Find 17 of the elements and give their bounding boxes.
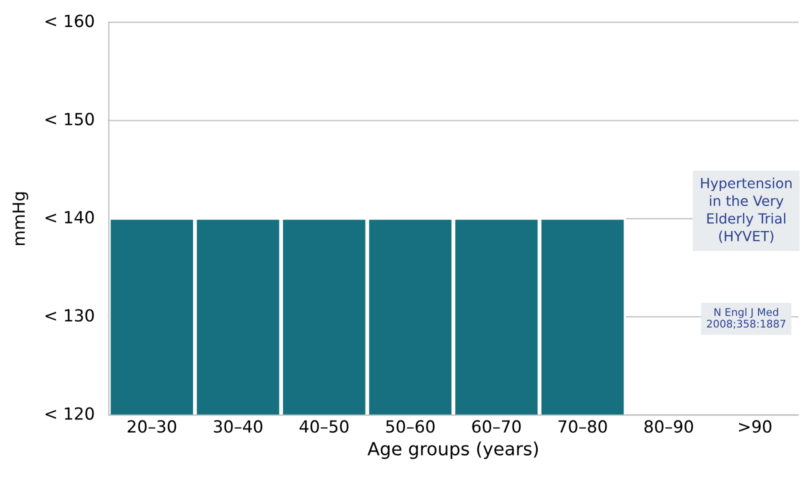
y-axis-title: mmHg — [12, 192, 28, 245]
ref-line-label: < 140 — [46, 210, 94, 224]
annotation: N Engl J Med 2008;358:1887 — [707, 308, 786, 329]
x-tick-label: 30–40 — [214, 420, 262, 433]
ref-line-label: < 130 — [46, 309, 94, 322]
x-tick-label: 80–90 — [644, 420, 693, 433]
x-tick-label: 70–80 — [558, 420, 607, 433]
x-tick-label: 50–60 — [386, 420, 435, 433]
ref-line-label: < 160 — [46, 14, 94, 28]
ref-line-label: < 150 — [46, 112, 94, 126]
x-axis-title: Age groups (years) — [368, 442, 538, 460]
annotation: Hypertension in the Very Elderly Trial (HYVET) — [701, 178, 792, 243]
x-tick-label: 60–70 — [472, 420, 521, 433]
ref-line-label: < 120 — [46, 407, 94, 420]
x-tick-label: 40–50 — [300, 420, 348, 433]
x-tick-label: 20–30 — [128, 420, 176, 433]
x-tick-label: >90 — [739, 420, 772, 433]
